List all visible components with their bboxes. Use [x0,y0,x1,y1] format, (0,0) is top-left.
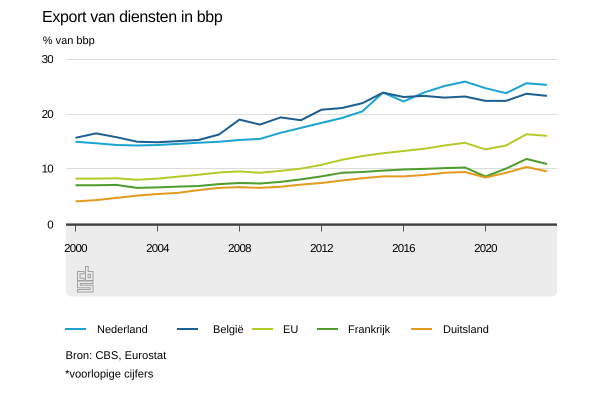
svg-text:EU: EU [283,324,298,336]
svg-text:2000: 2000 [64,243,87,255]
svg-text:Frankrijk: Frankrijk [348,324,391,336]
svg-text:Bron: CBS, Eurostat: Bron: CBS, Eurostat [66,350,168,362]
svg-text:Duitsland: Duitsland [443,324,489,336]
svg-text:2020: 2020 [474,243,497,255]
svg-text:% van bbp: % van bbp [43,35,95,47]
svg-text:0: 0 [47,219,53,231]
svg-text:2004: 2004 [146,243,170,255]
svg-text:2008: 2008 [228,243,251,255]
svg-text:10: 10 [42,164,54,176]
svg-text:*voorlopige cijfers: *voorlopige cijfers [65,369,154,381]
svg-text:2012: 2012 [310,243,333,255]
svg-text:30: 30 [42,54,54,66]
svg-text:Export van diensten in bbp: Export van diensten in bbp [42,9,223,26]
svg-text:Nederland: Nederland [97,324,148,336]
svg-text:2016: 2016 [392,243,415,255]
svg-text:20: 20 [42,109,54,121]
svg-text:België: België [213,324,244,336]
